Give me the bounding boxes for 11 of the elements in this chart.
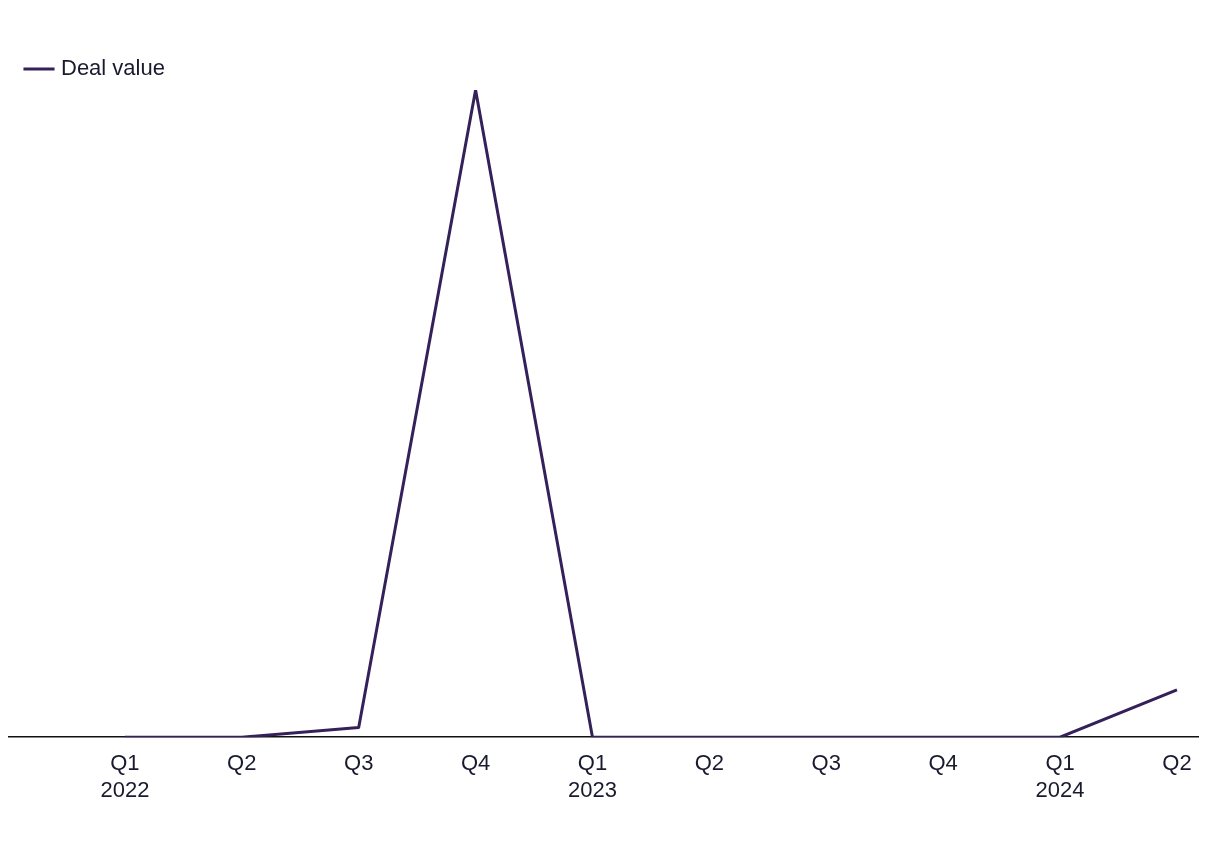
x-tick-label: Q1 2024	[1035, 750, 1085, 802]
x-tick-label: Q2	[227, 750, 257, 776]
x-tick-label: Q3	[811, 750, 841, 776]
x-tick-label: Q2	[694, 750, 725, 776]
x-tick-label: Q4	[928, 750, 958, 776]
x-tick-label: Q4	[460, 750, 491, 776]
x-tick-label: Q3	[344, 750, 374, 776]
x-tick-label: Q1 2022	[100, 750, 150, 802]
legend-label: Deal value	[61, 55, 165, 81]
x-tick-label: Q2	[1162, 750, 1192, 776]
x-tick-label: Q1 2023	[568, 750, 617, 802]
